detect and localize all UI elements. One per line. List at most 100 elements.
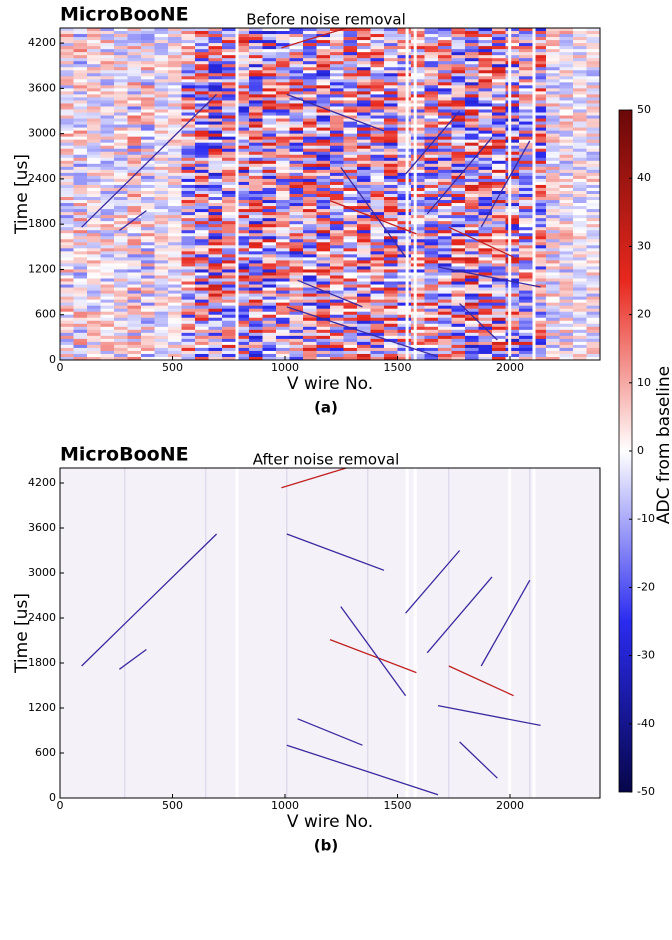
noise-cell [276,266,290,269]
noise-cell [425,327,439,330]
noise-cell [411,272,425,275]
y-tick-label: 3000 [28,127,56,140]
noise-cell [222,245,236,248]
noise-cell [384,327,398,330]
noise-cell [60,125,74,128]
noise-cell [290,100,304,103]
noise-cell [155,119,169,122]
noise-cell [398,149,412,152]
noise-cell [573,209,587,212]
noise-cell [452,239,466,242]
noise-cell [492,221,506,224]
noise-cell [587,318,601,321]
colorbar-tick-label: 20 [637,308,651,321]
noise-cell [452,254,466,257]
noise-cell [519,128,533,131]
noise-cell [357,233,371,236]
noise-cell [101,137,115,140]
noise-cell [411,88,425,91]
noise-cell [452,179,466,182]
noise-cell [74,200,88,203]
noise-cell [384,73,398,76]
noise-cell [384,64,398,67]
noise-cell [452,128,466,131]
noise-cell [371,345,385,348]
noise-cell [276,179,290,182]
noise-cell [168,79,182,82]
noise-cell [74,233,88,236]
noise-cell [182,275,196,278]
noise-cell [155,272,169,275]
noise-cell [303,197,317,200]
noise-cell [222,125,236,128]
noise-cell [168,254,182,257]
noise-cell [209,248,223,251]
noise-cell [492,37,506,40]
noise-cell [128,303,142,306]
noise-cell [587,351,601,354]
noise-cell [398,272,412,275]
noise-cell [182,239,196,242]
noise-cell [425,300,439,303]
noise-cell [74,152,88,155]
noise-cell [317,321,331,324]
noise-cell [303,113,317,116]
noise-cell [128,64,142,67]
noise-cell [114,125,128,128]
noise-cell [87,321,101,324]
noise-cell [128,212,142,215]
noise-cell [519,197,533,200]
noise-cell [60,158,74,161]
noise-cell [411,43,425,46]
noise-cell [317,149,331,152]
noise-cell [506,227,520,230]
noise-cell [155,288,169,291]
noise-cell [546,43,560,46]
noise-cell [128,230,142,233]
noise-cell [384,297,398,300]
noise-cell [249,40,263,43]
noise-cell [317,339,331,342]
noise-cell [371,321,385,324]
noise-cell [452,272,466,275]
noise-cell [249,251,263,254]
noise-cell [263,176,277,179]
noise-cell [465,245,479,248]
noise-cell [74,275,88,278]
noise-cell [87,179,101,182]
noise-cell [74,34,88,37]
noise-cell [141,333,155,336]
noise-cell [222,300,236,303]
noise-cell [101,209,115,212]
noise-cell [249,134,263,137]
noise-cell [249,272,263,275]
noise-cell [371,67,385,70]
noise-cell [344,167,358,170]
noise-cell [573,58,587,61]
noise-cell [209,146,223,149]
noise-cell [411,76,425,79]
noise-cell [155,348,169,351]
noise-cell [357,275,371,278]
noise-cell [195,82,209,85]
noise-cell [263,94,277,97]
noise-cell [452,263,466,266]
dead-wires [533,468,536,798]
noise-cell [371,179,385,182]
noise-cell [371,330,385,333]
noise-cell [492,224,506,227]
noise-cell [587,109,601,112]
noise-cell [587,52,601,55]
noise-cell [182,324,196,327]
noise-cell [344,239,358,242]
noise-cell [276,227,290,230]
noise-cell [465,113,479,116]
noise-cell [492,242,506,245]
noise-cell [168,34,182,37]
noise-cell [101,282,115,285]
noise-cell [371,103,385,106]
noise-cell [155,67,169,70]
noise-cell [465,173,479,176]
noise-cell [141,140,155,143]
noise-cell [182,318,196,321]
